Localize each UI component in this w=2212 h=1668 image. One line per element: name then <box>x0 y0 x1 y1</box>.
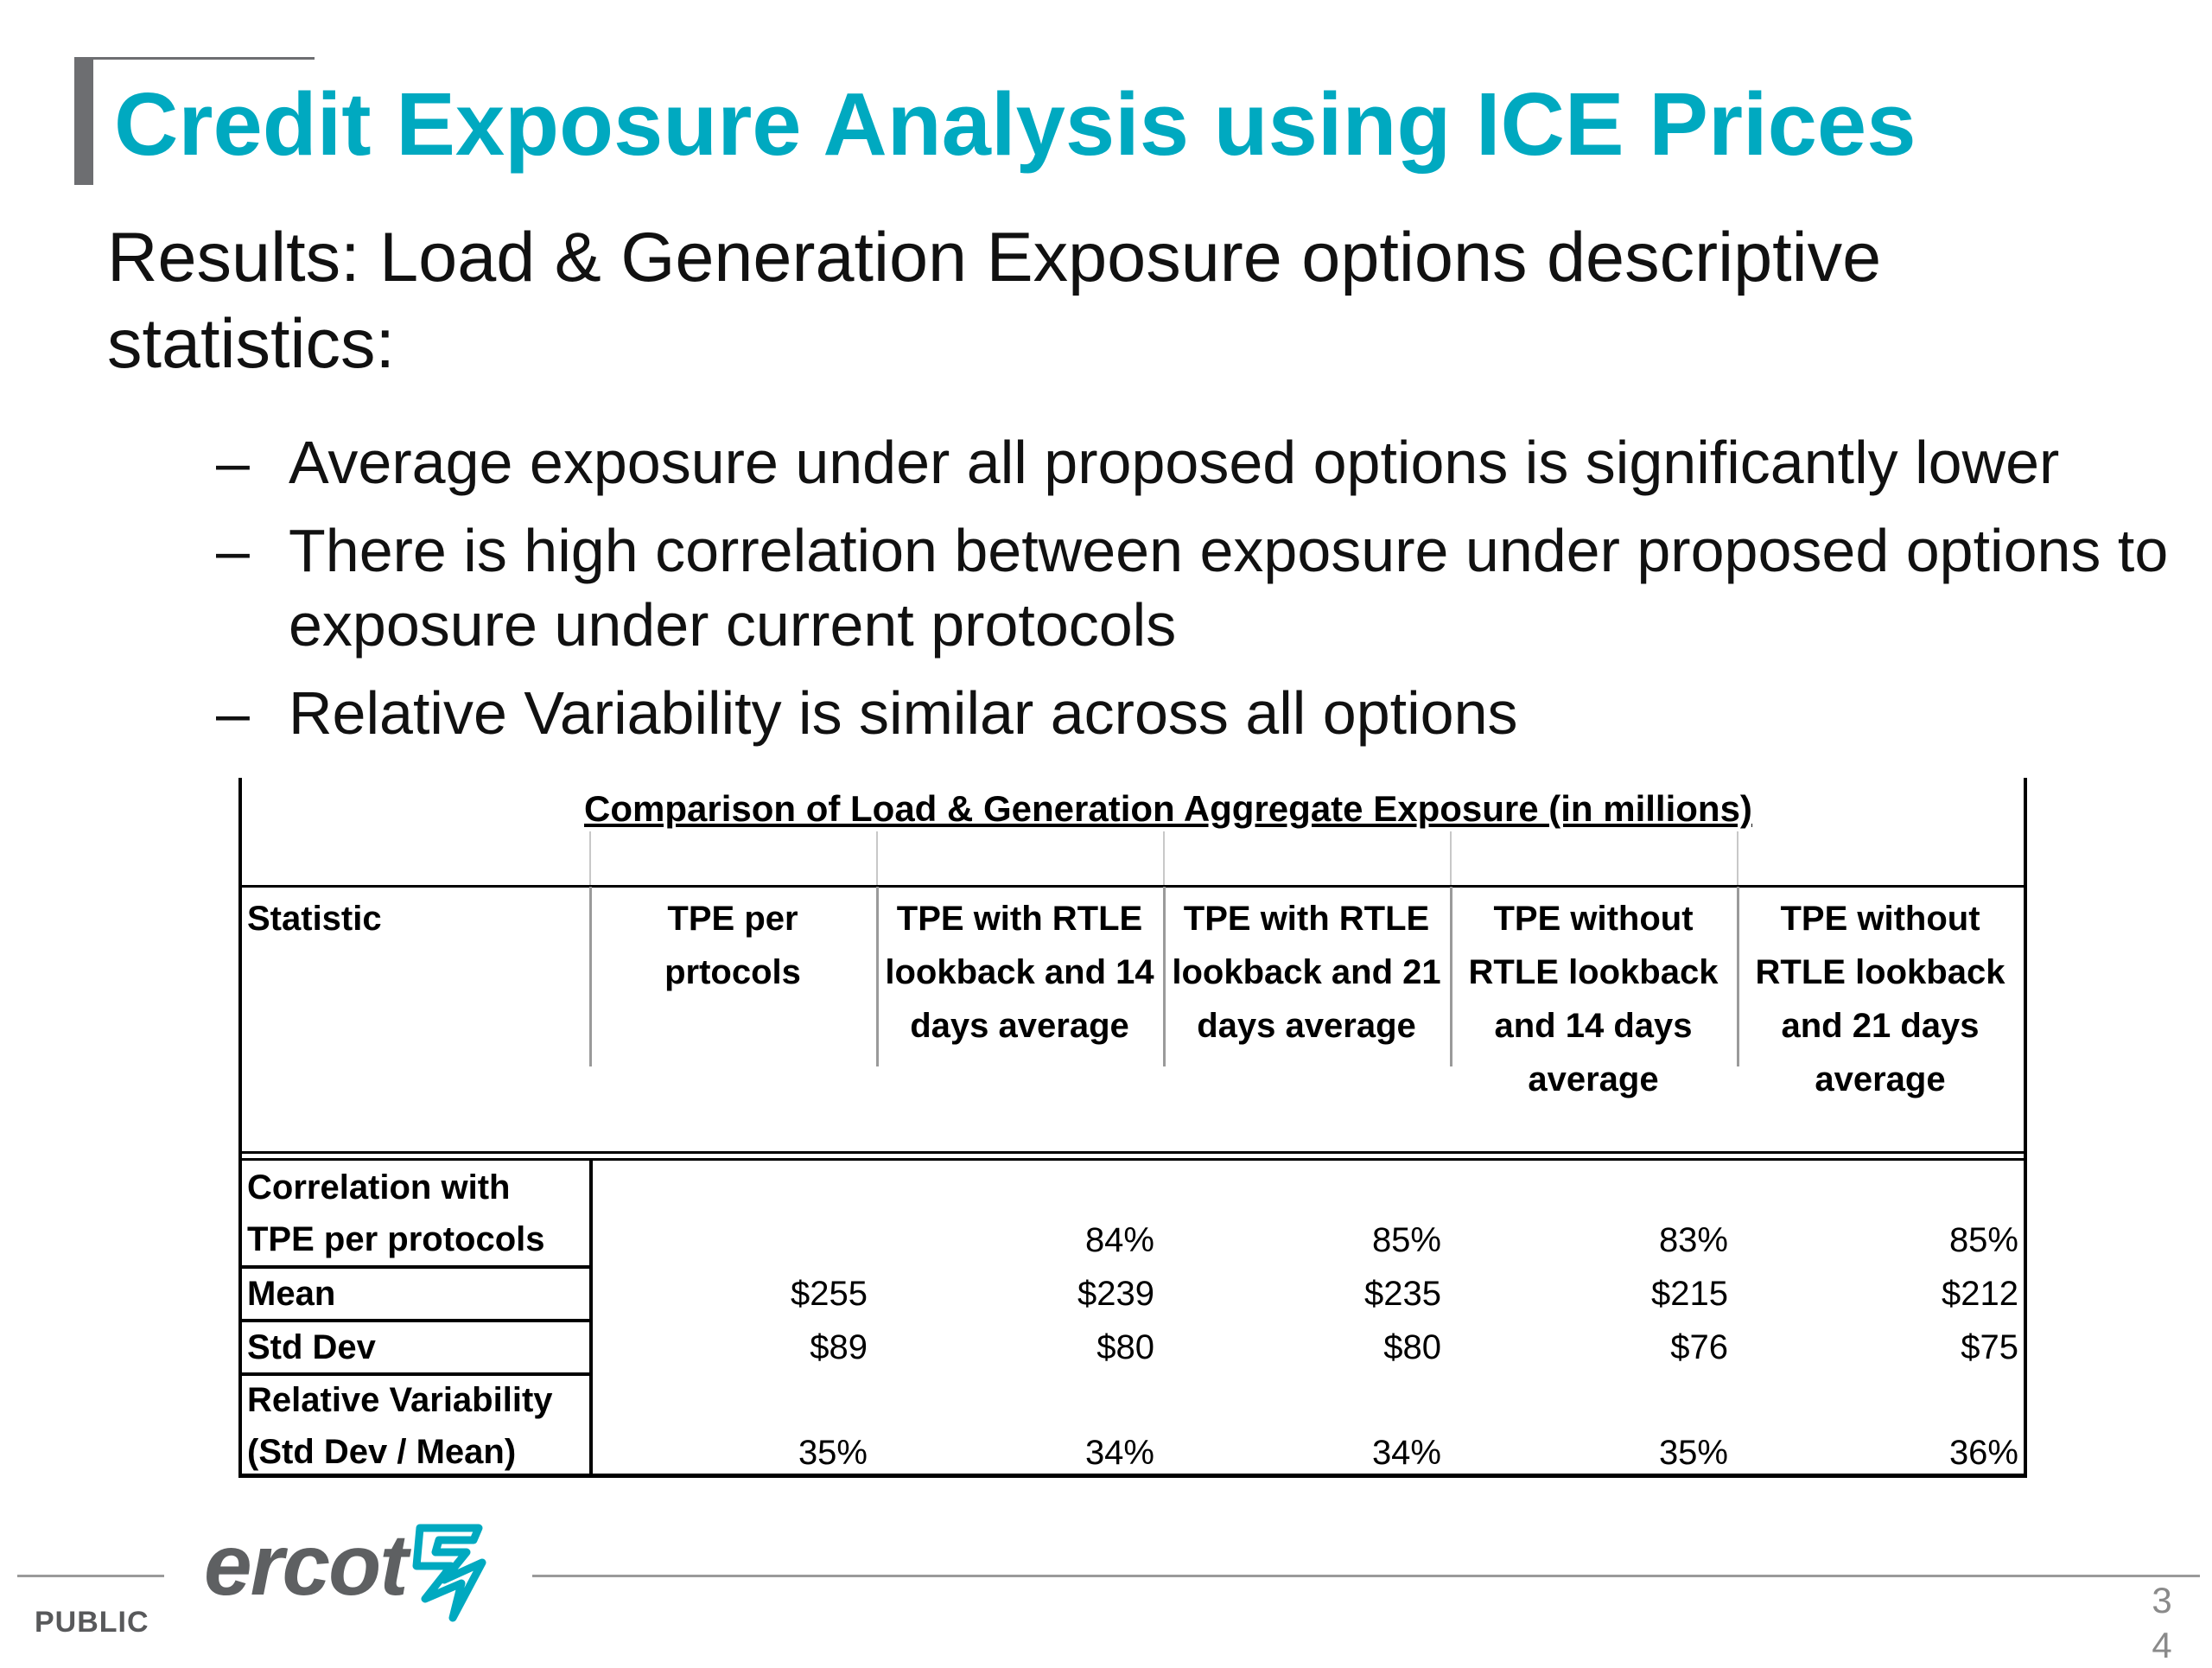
slide-title: Credit Exposure Analysis using ICE Price… <box>114 74 1916 174</box>
row-label: Relative Variability (Std Dev / Mean) <box>247 1374 584 1478</box>
column-header: TPE without RTLE lookback and 21 days av… <box>1755 900 2005 1098</box>
column-divider <box>1737 887 1739 1066</box>
table-cell: 35% <box>1658 1434 1728 1472</box>
row-divider <box>238 1319 593 1322</box>
bullet-dash: – <box>216 517 250 584</box>
table-caption: Comparison of Load & Generation Aggregat… <box>584 788 1752 829</box>
classification-label: PUBLIC <box>35 1606 149 1639</box>
label-column-border <box>589 1158 593 1478</box>
row-divider <box>238 1372 593 1376</box>
table-cell: $76 <box>1670 1328 1728 1366</box>
bullet-dash: – <box>216 429 250 496</box>
bullet-text: Average exposure under all proposed opti… <box>289 429 2060 496</box>
table-border-left <box>238 778 242 1478</box>
table-cell: 34% <box>1084 1434 1154 1472</box>
bullet-item: – Relative Variability is similar across… <box>216 676 2177 750</box>
table-cell: $235 <box>1364 1275 1441 1313</box>
ercot-logo-mark-icon <box>404 1523 499 1631</box>
row-label: Std Dev <box>247 1328 376 1366</box>
table-cell: 36% <box>1948 1434 2018 1472</box>
table-cell: $80 <box>1096 1328 1154 1366</box>
column-divider <box>589 887 592 1066</box>
ercot-logo-text: ercot <box>204 1517 409 1614</box>
column-divider <box>1163 887 1166 1066</box>
table-cell: $239 <box>1077 1275 1154 1313</box>
table-border-right <box>2024 778 2027 1478</box>
table-cell: $75 <box>1961 1328 2018 1366</box>
row-divider <box>238 1265 593 1269</box>
table-cell: 83% <box>1658 1221 1728 1259</box>
exposure-comparison-table: Comparison of Load & Generation Aggregat… <box>238 778 2027 1478</box>
title-accent-line <box>74 57 315 60</box>
results-heading: Results: Load & Generation Exposure opti… <box>107 219 1882 383</box>
table-cell: 34% <box>1371 1434 1441 1472</box>
bullet-item: – Average exposure under all proposed op… <box>216 425 2177 500</box>
page-number: 34 <box>2152 1580 2172 1665</box>
table-cell: $255 <box>791 1275 868 1313</box>
lightning-bolt-icon <box>412 1524 486 1622</box>
table-cell: 35% <box>798 1434 868 1472</box>
bullet-dash: – <box>216 679 250 747</box>
bullet-list: – Average exposure under all proposed op… <box>216 425 2177 764</box>
column-header: TPE with RTLE lookback and 21 days avera… <box>1172 900 1441 1045</box>
column-divider <box>876 887 879 1066</box>
table-cell: $215 <box>1651 1275 1728 1313</box>
table-cell: 85% <box>1371 1221 1441 1259</box>
header-bottom-rule <box>238 1158 2027 1161</box>
column-header: TPE with RTLE lookback and 14 days avera… <box>885 900 1154 1045</box>
bullet-text: There is high correlation between exposu… <box>289 517 2169 659</box>
header-bottom-rule <box>238 1151 2027 1154</box>
bullet-item: – There is high correlation between expo… <box>216 513 2177 662</box>
row-label-text: Correlation with TPE per protocols <box>247 1168 545 1258</box>
table-border-bottom <box>238 1474 2027 1478</box>
row-label: Correlation with TPE per protocols <box>247 1162 584 1265</box>
bullet-text: Relative Variability is similar across a… <box>289 679 1518 747</box>
table-cell: 84% <box>1084 1221 1154 1259</box>
footer-rule-left <box>17 1575 164 1577</box>
column-header: TPE per prtocols <box>664 900 801 991</box>
column-header-statistic: Statistic <box>247 900 382 938</box>
table-cell: 85% <box>1948 1221 2018 1259</box>
column-header: TPE without RTLE lookback and 14 days av… <box>1468 900 1719 1098</box>
table-cell: $212 <box>1942 1275 2018 1313</box>
column-divider <box>1450 887 1452 1066</box>
title-accent-bar <box>74 57 93 185</box>
row-label: Mean <box>247 1275 336 1313</box>
table-cell: $89 <box>810 1328 868 1366</box>
header-top-rule <box>238 885 2027 888</box>
footer-rule-right <box>532 1575 2200 1577</box>
table-cell: $80 <box>1383 1328 1441 1366</box>
row-label-text: Relative Variability (Std Dev / Mean) <box>247 1381 553 1471</box>
